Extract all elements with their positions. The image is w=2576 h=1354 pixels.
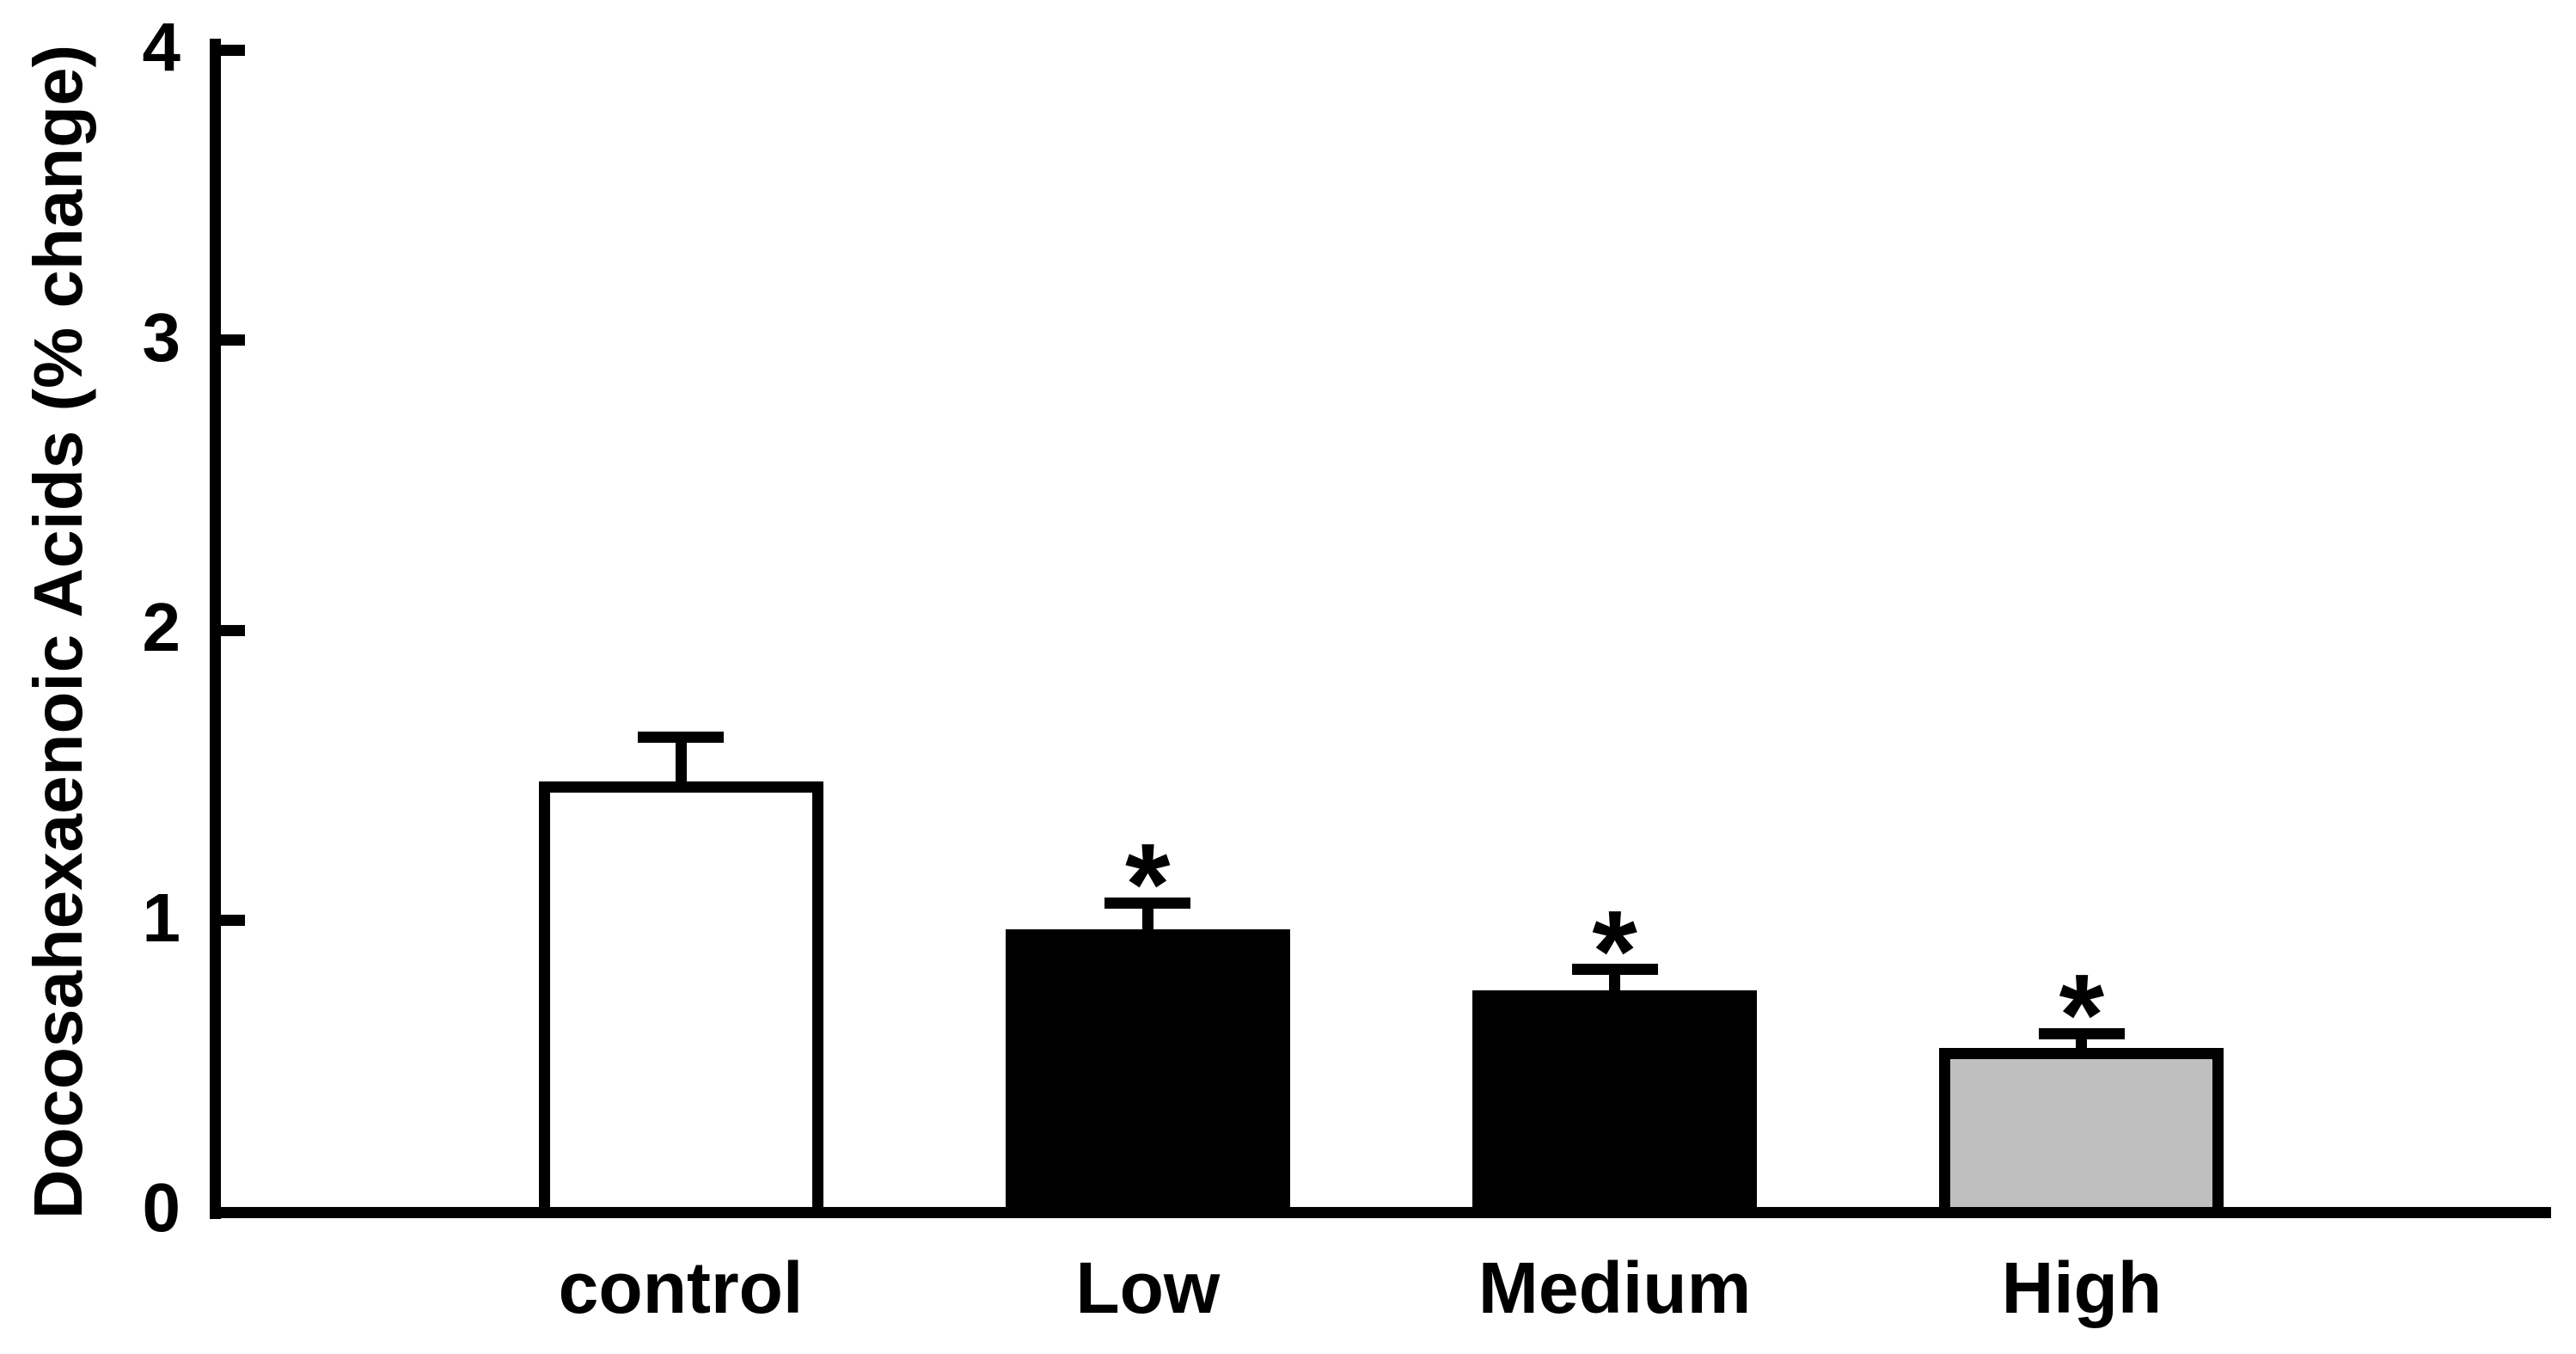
y-tick-mark bbox=[221, 44, 245, 56]
x-category-label-high: High bbox=[2001, 1247, 2163, 1328]
error-bar-stem bbox=[1141, 903, 1153, 929]
x-category-label-low: Low bbox=[1075, 1247, 1221, 1328]
y-axis-line bbox=[210, 39, 221, 1219]
significance-asterisk: * bbox=[1125, 819, 1171, 950]
x-category-label-medium: Medium bbox=[1478, 1247, 1752, 1328]
y-tick-mark bbox=[221, 915, 245, 926]
y-tick-mark bbox=[221, 624, 245, 636]
y-tick-label: 2 bbox=[142, 589, 181, 665]
significance-asterisk: * bbox=[2059, 950, 2105, 1081]
bar-control bbox=[538, 781, 823, 1218]
error-bar-cap bbox=[2038, 1027, 2125, 1039]
bar-medium bbox=[1472, 989, 1758, 1218]
error-bar-cap bbox=[1571, 964, 1658, 976]
error-bar-stem bbox=[675, 737, 687, 781]
bar-high bbox=[1939, 1048, 2224, 1218]
x-category-label-control: control bbox=[558, 1247, 804, 1328]
bar-low bbox=[1005, 928, 1290, 1218]
y-tick-mark bbox=[221, 334, 245, 346]
y-tick-label: 1 bbox=[142, 879, 181, 956]
error-bar-cap bbox=[1104, 897, 1191, 909]
y-tick-label: 3 bbox=[142, 298, 181, 376]
y-tick-label: 0 bbox=[142, 1169, 181, 1246]
significance-asterisk: * bbox=[1592, 885, 1637, 1016]
y-tick-label: 4 bbox=[142, 9, 181, 85]
error-bar-cap bbox=[638, 732, 724, 744]
